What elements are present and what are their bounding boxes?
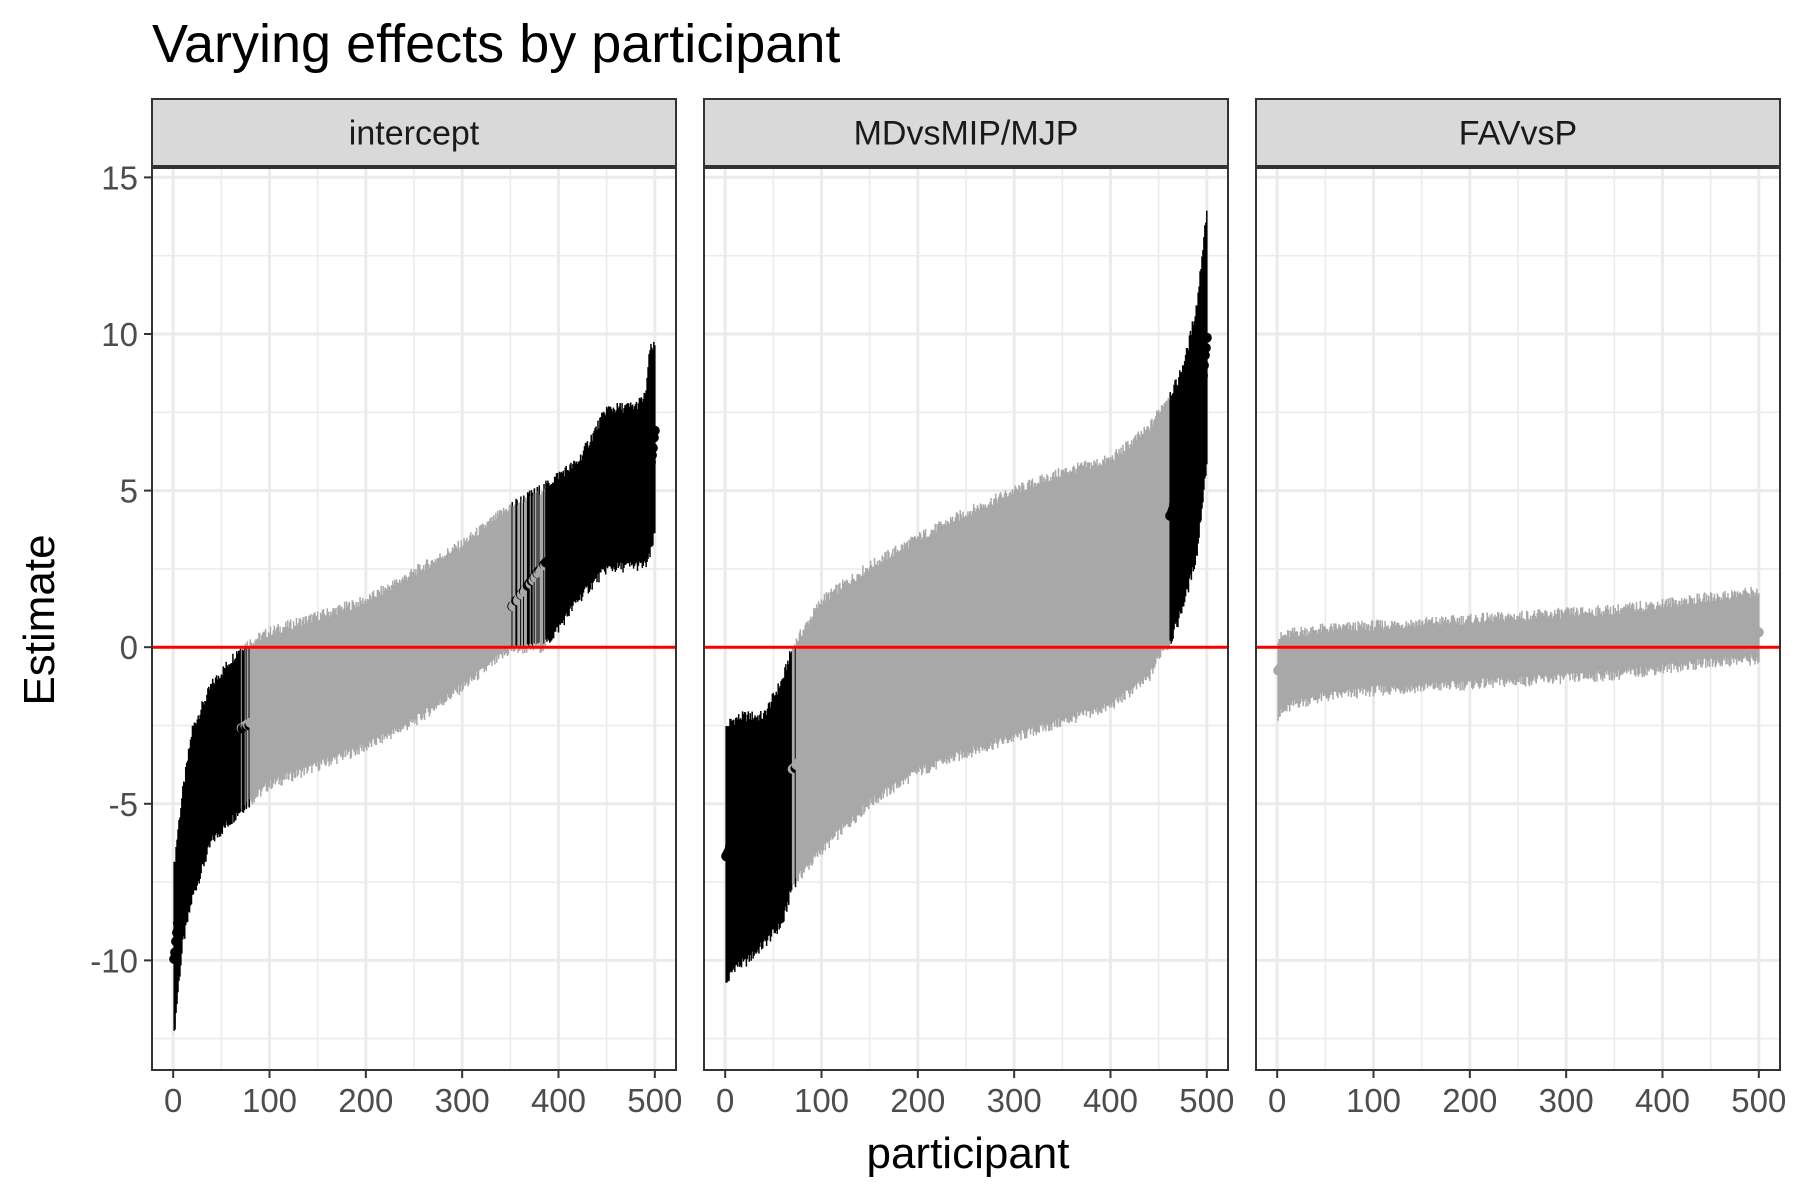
x-tick-label: 200 xyxy=(1442,1082,1497,1119)
x-axis: 0 100 200 300 400 500 xyxy=(164,1070,682,1119)
panel-border xyxy=(1255,167,1781,1071)
y-tick-label: 5 xyxy=(120,473,138,510)
x-tick-label: 100 xyxy=(1346,1082,1401,1119)
strip-label: intercept xyxy=(349,115,480,153)
x-tick-label: 500 xyxy=(627,1082,682,1119)
x-tick-label: 0 xyxy=(1268,1082,1286,1119)
y-tick-label: 0 xyxy=(120,629,138,666)
y-tick-label: -5 xyxy=(109,786,138,823)
facet-panels: intercept 0 100 200 300 400 500 MDvsMIP/MJP 0 100… xyxy=(151,98,1786,1119)
y-tick-label: 15 xyxy=(101,159,138,196)
x-tick-label: 500 xyxy=(1731,1082,1786,1119)
y-tick-label: -10 xyxy=(90,942,138,979)
x-tick-label: 100 xyxy=(794,1082,849,1119)
x-tick-label: 400 xyxy=(1083,1082,1138,1119)
x-tick-label: 0 xyxy=(716,1082,734,1119)
strip-label: MDvsMIP/MJP xyxy=(854,115,1079,153)
panel-1: intercept 0 100 200 300 400 500 xyxy=(151,98,682,1119)
panel-2: MDvsMIP/MJP 0 100 200 300 400 500 xyxy=(703,98,1234,1119)
x-tick-label: 300 xyxy=(435,1082,490,1119)
panel-3: FAVvsP 0 100 200 300 400 500 xyxy=(1255,98,1786,1119)
panel-border xyxy=(151,167,677,1071)
x-tick-label: 400 xyxy=(531,1082,586,1119)
x-axis: 0 100 200 300 400 500 xyxy=(716,1070,1234,1119)
x-tick-label: 100 xyxy=(242,1082,297,1119)
x-tick-label: 200 xyxy=(890,1082,945,1119)
x-tick-label: 400 xyxy=(1635,1082,1690,1119)
strip-background xyxy=(151,98,677,167)
panel-border xyxy=(703,167,1229,1071)
x-axis-title: participant xyxy=(866,1129,1069,1178)
point-estimate xyxy=(647,443,658,454)
x-axis: 0 100 200 300 400 500 xyxy=(1268,1070,1786,1119)
y-tick-label: 10 xyxy=(101,316,138,353)
point-estimate xyxy=(1200,342,1211,353)
point-estimate xyxy=(1753,627,1764,638)
x-tick-label: 300 xyxy=(1539,1082,1594,1119)
x-tick-label: 500 xyxy=(1179,1082,1234,1119)
point-estimate xyxy=(1201,332,1212,343)
y-axis: -10 -5 0 5 10 15 xyxy=(90,159,152,979)
strip-label: FAVvsP xyxy=(1459,115,1577,153)
x-tick-label: 200 xyxy=(338,1082,393,1119)
x-tick-label: 0 xyxy=(164,1082,182,1119)
x-tick-label: 300 xyxy=(987,1082,1042,1119)
interval-marks xyxy=(169,341,660,1031)
point-estimate xyxy=(649,425,660,436)
strip-background xyxy=(703,98,1229,167)
strip-background xyxy=(1255,98,1781,167)
chart-title: Varying effects by participant xyxy=(152,14,840,74)
y-axis-title: Estimate xyxy=(15,534,64,705)
